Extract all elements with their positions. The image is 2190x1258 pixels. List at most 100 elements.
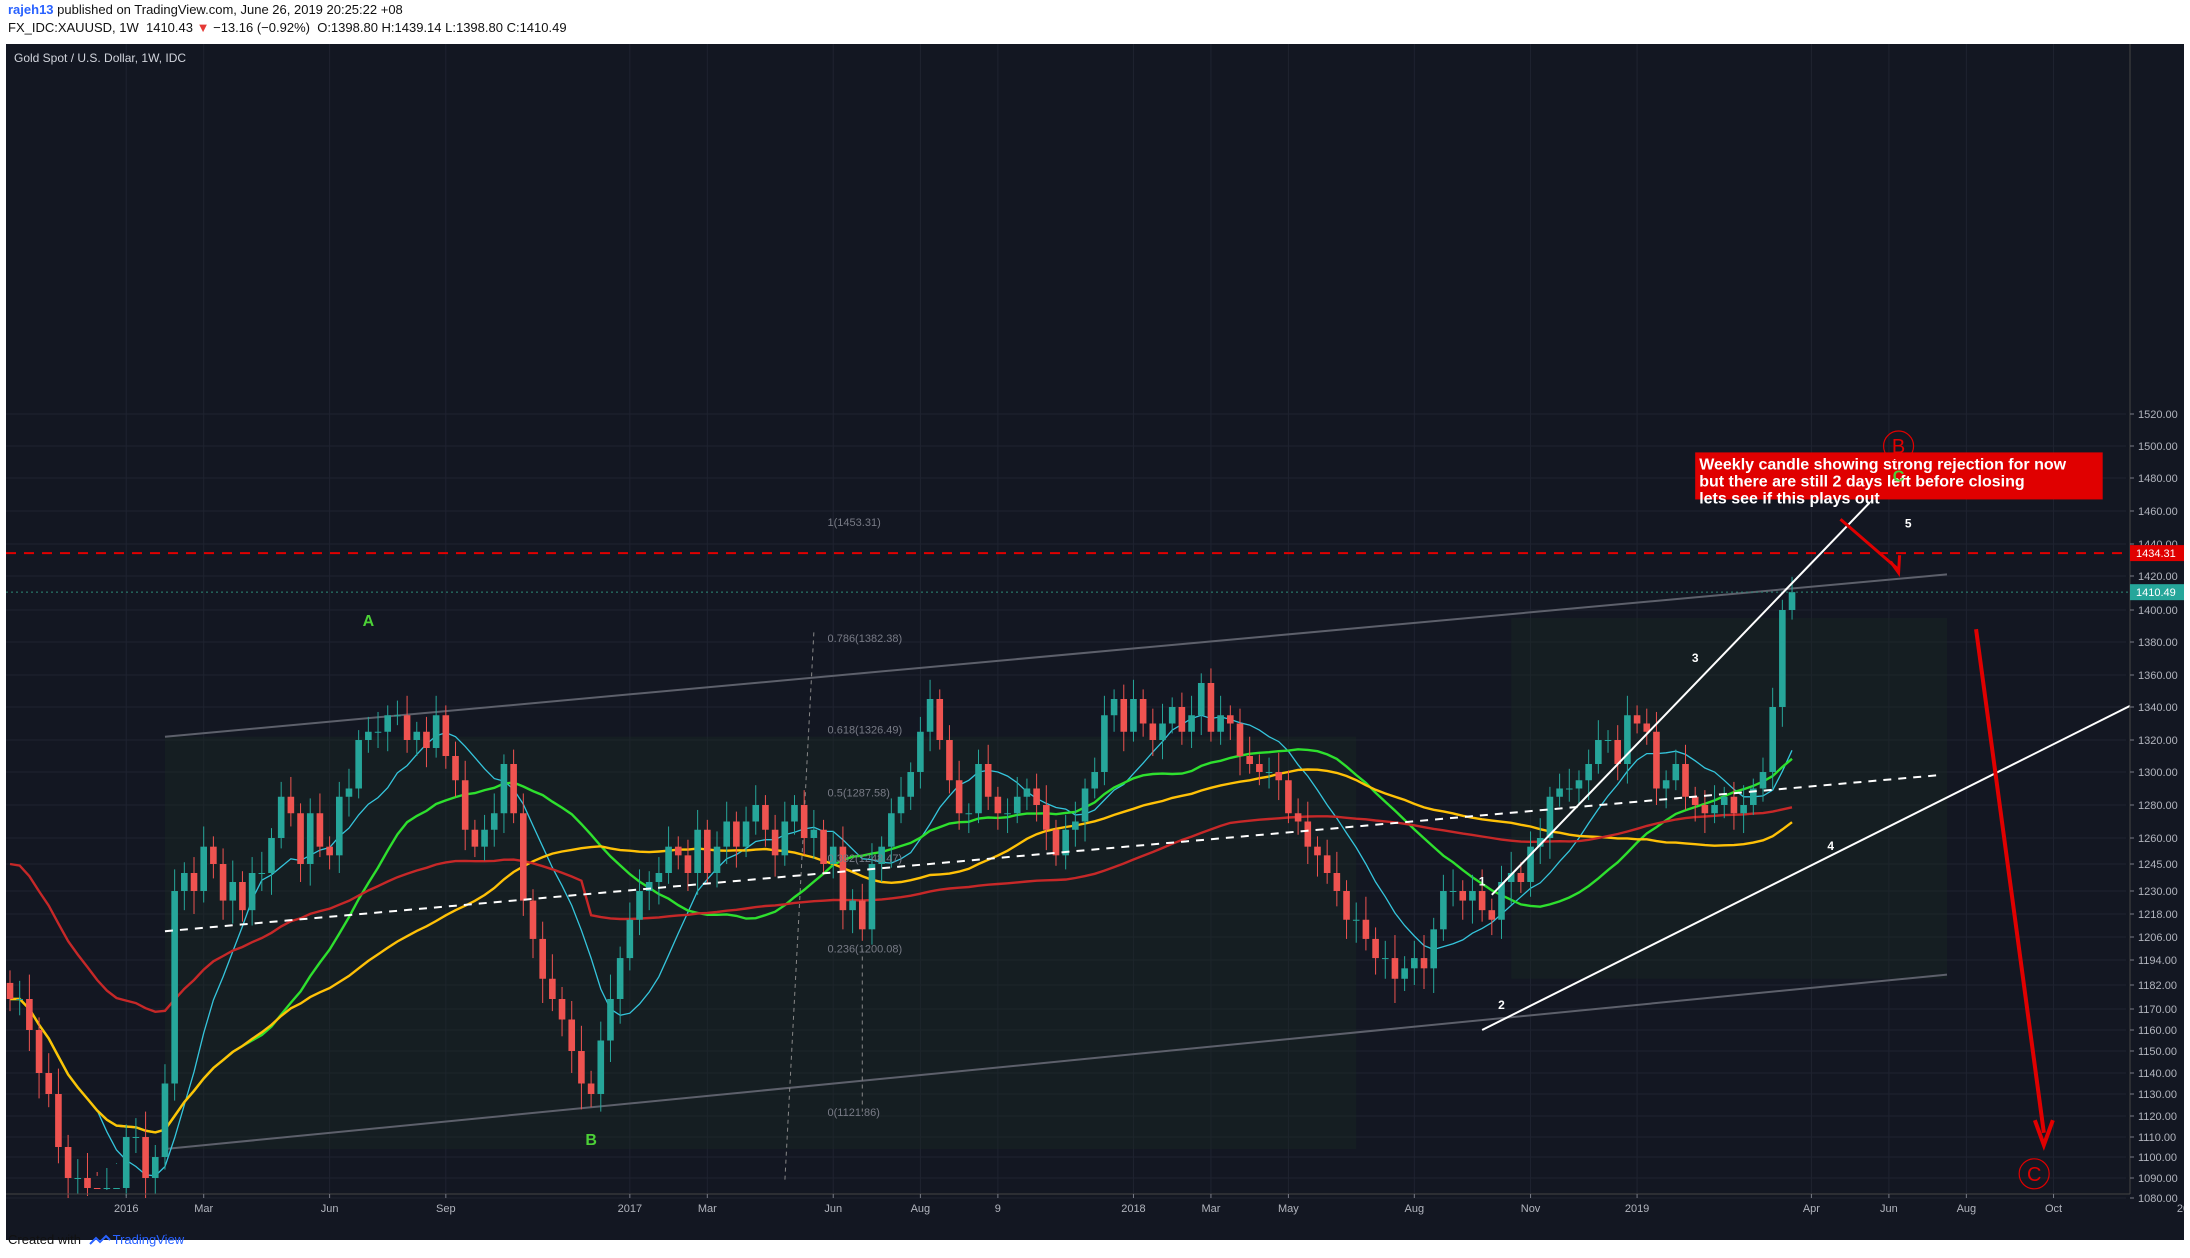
- annotation-text: lets see if this plays out: [1699, 490, 1880, 507]
- candle-body: [1614, 740, 1622, 764]
- candle-body: [742, 821, 750, 847]
- candle-body: [984, 764, 992, 797]
- candle-body: [1411, 958, 1418, 969]
- candle-body: [1759, 772, 1767, 789]
- candle-body: [1004, 813, 1011, 815]
- down-arrow-icon: ▼: [196, 20, 210, 35]
- candle-body: [35, 1030, 43, 1073]
- candle-body: [461, 780, 469, 830]
- candle-body: [733, 821, 740, 847]
- candle-body: [1159, 723, 1166, 740]
- time-tick-label: 2019: [1625, 1203, 1649, 1215]
- candle-body: [1294, 813, 1302, 822]
- time-tick-label: Mar: [698, 1203, 717, 1215]
- candle-body: [1711, 805, 1718, 814]
- candle-body: [432, 715, 440, 748]
- candle-body: [316, 813, 324, 847]
- time-tick-label: Jun: [824, 1203, 842, 1215]
- price-tick-label: 1090.00: [2138, 1173, 2178, 1185]
- candle-body: [1449, 891, 1457, 892]
- fib-label: 0.236(1200.08): [828, 943, 903, 955]
- candle-body: [791, 805, 798, 822]
- candle-body: [1042, 805, 1050, 830]
- candle-body: [975, 764, 982, 814]
- candle-body: [1788, 592, 1796, 610]
- time-tick-label: 2020: [2177, 1203, 2184, 1215]
- candle-body: [326, 846, 333, 856]
- ohlc-values: O:1398.80 H:1439.14 L:1398.80 C:1410.49: [317, 20, 567, 35]
- channel-lines: [164, 573, 1948, 1183]
- symbol-name: FX_IDC:XAUUSD, 1W: [8, 20, 139, 35]
- projection-arrow-line: [1974, 628, 2046, 1134]
- candle-body: [239, 882, 246, 911]
- wave-label: A: [363, 613, 375, 630]
- time-tick-label: May: [1278, 1203, 1299, 1215]
- price-label-text: 1410.49: [2136, 587, 2176, 599]
- candle-body: [1430, 929, 1437, 969]
- candle-body: [781, 821, 789, 856]
- annotation-text: but there are still 2 days left before c…: [1699, 473, 2024, 490]
- fib-label: 0.382(1248.47): [828, 853, 903, 865]
- candle-body: [1333, 873, 1341, 891]
- candle-body: [1168, 707, 1176, 724]
- candle-body: [578, 1051, 585, 1084]
- fib-label: 0.786(1382.38): [828, 633, 903, 645]
- candle-body: [810, 829, 818, 838]
- price-tick-label: 1500.00: [2138, 441, 2178, 453]
- candle-body: [1110, 699, 1118, 716]
- price-tick-label: 1110.00: [2138, 1132, 2176, 1144]
- candle-body: [84, 1178, 91, 1188]
- channel-upper-line: [164, 573, 1948, 738]
- candle-body: [965, 813, 973, 815]
- candle-body: [926, 699, 934, 732]
- candle-body: [74, 1178, 82, 1179]
- price-label-badge: [2130, 584, 2184, 601]
- candle-body: [655, 873, 663, 882]
- candle-body: [868, 864, 876, 930]
- candle-body: [1478, 891, 1486, 911]
- tradingview-link[interactable]: TradingView: [112, 1232, 185, 1247]
- time-tick-label: Oct: [2045, 1203, 2062, 1215]
- wave-label: 1: [1479, 875, 1486, 889]
- candle-body: [616, 958, 624, 999]
- time-tick-label: Jun: [1880, 1203, 1898, 1215]
- candle-body: [645, 882, 653, 891]
- price-tick-label: 1520.00: [2138, 409, 2178, 421]
- candle-body: [93, 1188, 101, 1189]
- author-link[interactable]: rajeh13: [8, 2, 54, 17]
- candle-body: [829, 846, 837, 864]
- circled-wave-label: [2018, 1158, 2050, 1190]
- price-tick-label: 1206.00: [2138, 932, 2178, 944]
- time-tick-label: Apr: [1803, 1203, 1820, 1215]
- price-tick-label: 1360.00: [2138, 670, 2178, 682]
- time-tick-label: 9: [995, 1203, 1001, 1215]
- candle-body: [1682, 764, 1689, 797]
- candle-body: [500, 764, 508, 814]
- fib-label: 0.618(1326.49): [828, 724, 903, 736]
- candle-body: [442, 715, 450, 756]
- price-tick-label: 1340.00: [2138, 702, 2178, 714]
- candle-body: [839, 846, 847, 911]
- candle-body: [45, 1073, 53, 1094]
- time-tick-label: Nov: [1521, 1203, 1541, 1215]
- candle-body: [1362, 919, 1370, 939]
- pointer-arrow-line: [1839, 518, 1900, 571]
- wave-channel-line: [1491, 502, 1871, 896]
- candle-body: [200, 846, 207, 891]
- ma-line: [10, 768, 1793, 1134]
- candle-body: [1285, 780, 1292, 814]
- chart-area[interactable]: Weekly candle showing strong rejection f…: [6, 44, 2190, 1240]
- candle-body: [1633, 715, 1641, 724]
- price-tick-label: 1260.00: [2138, 833, 2178, 845]
- candle-body: [16, 999, 23, 1000]
- candle-body: [1033, 788, 1040, 805]
- candle-body: [1265, 772, 1273, 773]
- channel-shade: [1511, 618, 1947, 979]
- candle-body: [636, 891, 643, 920]
- publish-line: rajeh13 published on TradingView.com, Ju…: [8, 2, 403, 17]
- candle-body: [1120, 699, 1128, 732]
- price-tick-label: 1160.00: [2138, 1025, 2177, 1037]
- price-tick-label: 1150.00: [2138, 1046, 2177, 1058]
- candle-body: [1343, 891, 1350, 920]
- price-chart[interactable]: Weekly candle showing strong rejection f…: [6, 44, 2190, 1240]
